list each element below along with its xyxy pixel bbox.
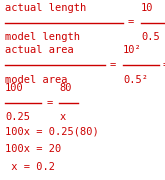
Text: model area: model area xyxy=(5,75,67,85)
Text: =: = xyxy=(128,17,134,28)
Text: x: x xyxy=(59,112,66,123)
Text: =: = xyxy=(110,60,116,70)
Text: x = 0.2: x = 0.2 xyxy=(5,162,55,172)
Text: 100x = 20: 100x = 20 xyxy=(5,144,61,154)
Text: 100: 100 xyxy=(5,83,24,93)
Text: model length: model length xyxy=(5,32,80,42)
Text: =: = xyxy=(163,60,165,70)
Text: 0.5²: 0.5² xyxy=(123,75,148,85)
Text: 100x = 0.25(80): 100x = 0.25(80) xyxy=(5,126,99,136)
Text: 10: 10 xyxy=(141,3,154,13)
Text: 80: 80 xyxy=(59,83,72,93)
Text: =: = xyxy=(46,98,52,108)
Text: 10²: 10² xyxy=(123,45,142,55)
Text: 0.5: 0.5 xyxy=(141,32,160,42)
Text: actual length: actual length xyxy=(5,3,86,13)
Text: 0.25: 0.25 xyxy=(5,112,30,123)
Text: actual area: actual area xyxy=(5,45,74,55)
